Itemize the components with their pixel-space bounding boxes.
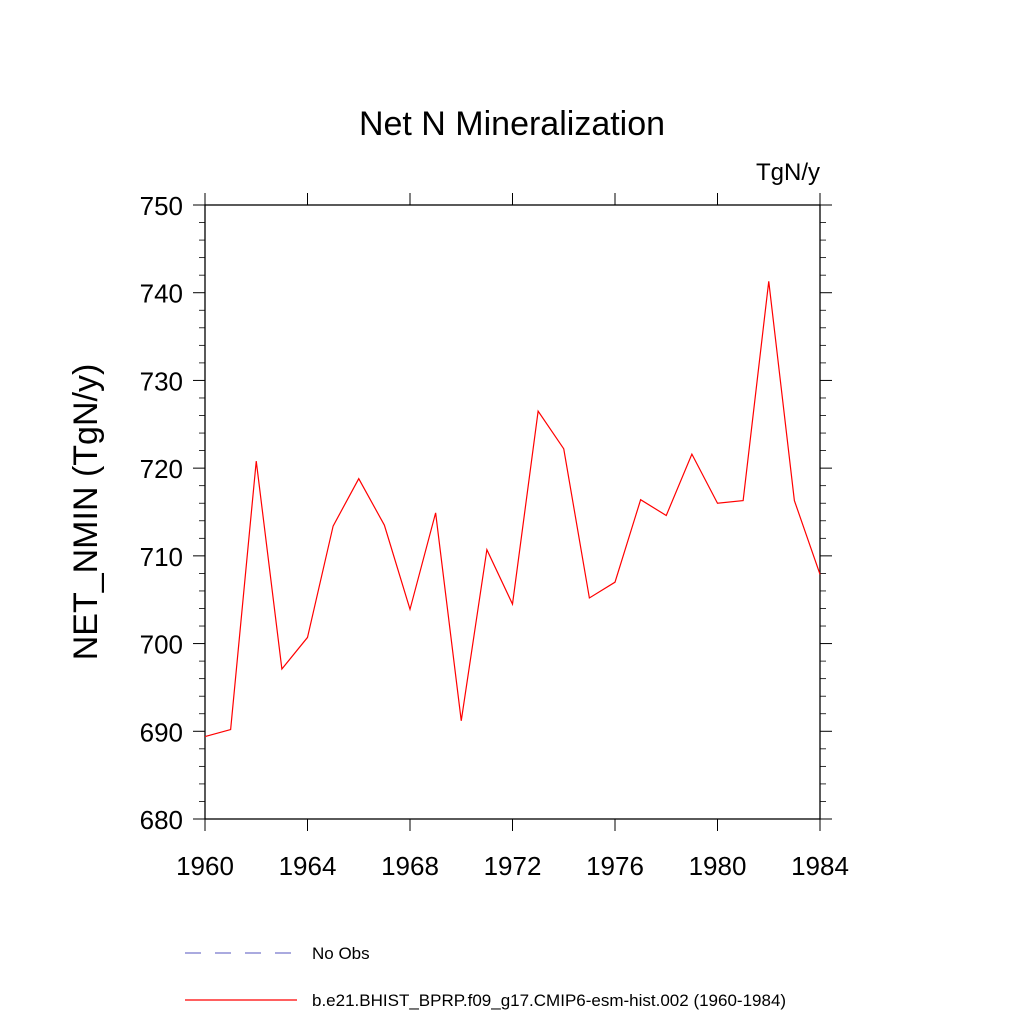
axis-tick-labels: 680 690 700 710 720 730 740 750 1960 1964 1968 1972…: [140, 191, 849, 881]
x-tick-label: 1976: [586, 851, 644, 881]
x-tick-label: 1960: [176, 851, 234, 881]
y-tick-label: 750: [140, 191, 183, 221]
y-tick-label: 720: [140, 454, 183, 484]
legend-label-model-run: b.e21.BHIST_BPRP.f09_g17.CMIP6-esm-hist.…: [312, 991, 786, 1010]
y-tick-label: 690: [140, 717, 183, 747]
plot-frame: [204, 204, 821, 820]
series-line: [204, 281, 821, 738]
x-tick-label: 1980: [689, 851, 747, 881]
y-tick-label: 730: [140, 366, 183, 396]
x-tick-label: 1984: [791, 851, 849, 881]
x-tick-label: 1972: [484, 851, 542, 881]
x-tick-label: 1968: [381, 851, 439, 881]
chart-title: Net N Mineralization: [359, 105, 665, 143]
y-tick-label: 700: [140, 630, 183, 660]
y-tick-label: 740: [140, 279, 183, 309]
y-tick-label: 680: [140, 805, 183, 835]
legend-label-no-obs: No Obs: [312, 944, 370, 963]
axis-ticks: [193, 193, 832, 831]
units-label: TgN/y: [756, 159, 820, 186]
data-series: [204, 281, 821, 738]
legend: No Obs b.e21.BHIST_BPRP.f09_g17.CMIP6-es…: [185, 944, 786, 1010]
y-tick-label: 710: [140, 542, 183, 572]
x-tick-label: 1964: [279, 851, 337, 881]
y-axis-label: NET_NMIN (TgN/y): [67, 364, 105, 661]
